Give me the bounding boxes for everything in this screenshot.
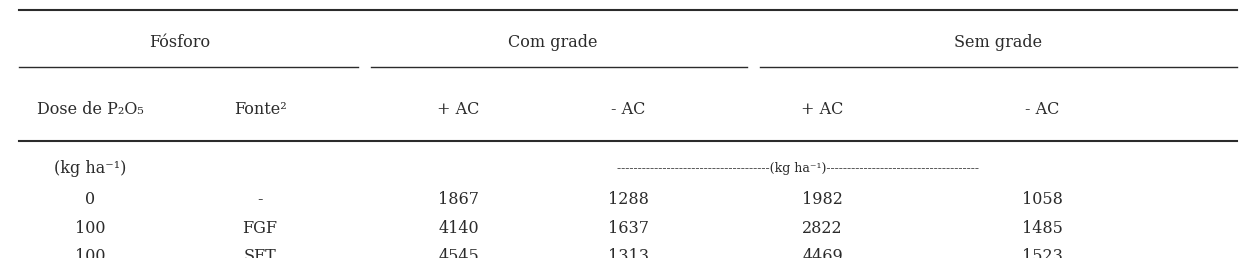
Text: 4545: 4545	[438, 248, 479, 258]
Text: 4140: 4140	[438, 220, 479, 237]
Text: 2822: 2822	[803, 220, 843, 237]
Text: 1637: 1637	[608, 220, 648, 237]
Text: Dose de P₂O₅: Dose de P₂O₅	[38, 101, 143, 118]
Text: 1982: 1982	[803, 191, 843, 208]
Text: 1058: 1058	[1022, 191, 1063, 208]
Text: Fonte²: Fonte²	[234, 101, 286, 118]
Text: + AC: + AC	[801, 101, 844, 118]
Text: -: -	[257, 191, 263, 208]
Text: 1313: 1313	[608, 248, 648, 258]
Text: + AC: + AC	[437, 101, 480, 118]
Text: SFT: SFT	[244, 248, 276, 258]
Text: 100: 100	[75, 220, 106, 237]
Text: 100: 100	[75, 248, 106, 258]
Text: - AC: - AC	[610, 101, 646, 118]
Text: FGF: FGF	[242, 220, 278, 237]
Text: Sem grade: Sem grade	[955, 34, 1042, 51]
Text: Fósforo: Fósforo	[149, 34, 210, 51]
Text: 1288: 1288	[608, 191, 648, 208]
Text: - AC: - AC	[1025, 101, 1060, 118]
Text: 4469: 4469	[803, 248, 843, 258]
Text: (kg ha⁻¹): (kg ha⁻¹)	[54, 160, 127, 178]
Text: -------------------------------------(kg ha⁻¹)----------------------------------: -------------------------------------(kg…	[617, 163, 978, 175]
Text: 1523: 1523	[1022, 248, 1063, 258]
Text: 1867: 1867	[438, 191, 479, 208]
Text: Com grade: Com grade	[507, 34, 598, 51]
Text: 0: 0	[85, 191, 95, 208]
Text: 1485: 1485	[1022, 220, 1063, 237]
